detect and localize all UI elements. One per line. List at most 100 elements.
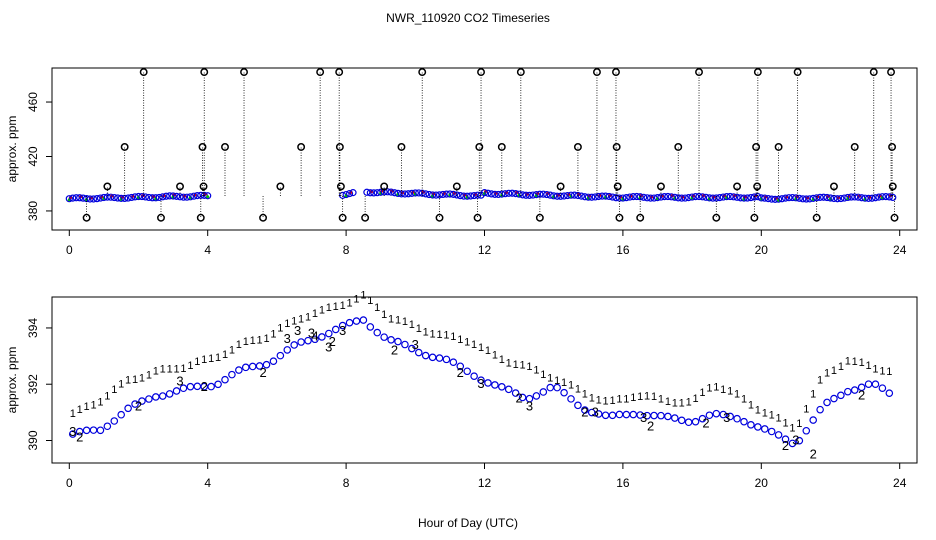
baseline-point: [411, 189, 419, 197]
blue-circle-marker: [324, 329, 333, 338]
red-1-marker: 1: [782, 417, 788, 429]
outlier-point: [477, 68, 485, 77]
red-1-marker: 1: [519, 360, 525, 372]
outlier-point: [297, 143, 306, 151]
top-plot-frame: [51, 67, 918, 231]
baseline-point: [518, 191, 527, 199]
baseline-point: [723, 193, 731, 201]
outlier-point: [361, 213, 370, 222]
baseline-point: [522, 191, 530, 199]
outlier-point: [473, 213, 482, 222]
baseline-point: [86, 195, 94, 203]
red-1-marker: 1: [485, 345, 491, 357]
blue-circle-marker: [608, 411, 617, 420]
blue-circle-marker: [871, 380, 880, 389]
baseline-point: [768, 195, 776, 203]
outlier-point: [475, 143, 484, 151]
baseline-point: [162, 192, 170, 200]
x-tick-label: 4: [204, 476, 211, 490]
outlier-point: [657, 182, 665, 191]
digit-3-marker: 3: [308, 326, 315, 341]
baseline-point: [671, 193, 679, 201]
x-tick-label: 20: [755, 243, 769, 257]
red-1-marker: 1: [139, 373, 145, 385]
outlier-point: [636, 213, 645, 222]
blue-circle-marker: [145, 395, 153, 403]
digit-2-marker: 2: [391, 342, 398, 357]
baseline-point: [567, 191, 575, 199]
red-1-marker: 1: [513, 359, 519, 371]
red-1-marker: 1: [713, 381, 719, 393]
baseline-point: [501, 190, 509, 198]
blue-circle-marker: [809, 416, 818, 424]
baseline-point: [498, 190, 506, 198]
red-1-marker: 1: [471, 339, 477, 351]
blue-circle-marker: [691, 417, 700, 426]
y-tick-label: 392: [26, 374, 40, 394]
blue-circle-marker: [733, 414, 741, 423]
red-1-marker: 1: [270, 328, 276, 340]
baseline-point: [422, 190, 430, 198]
blue-circle-marker: [684, 418, 693, 427]
baseline-point: [705, 194, 714, 202]
blue-circle-marker: [165, 390, 174, 398]
blue-circle-marker: [352, 317, 361, 325]
blue-circle-marker: [615, 410, 624, 419]
red-1-marker: 1: [84, 401, 90, 413]
x-tick-label: 16: [616, 476, 630, 490]
outlier-point: [850, 143, 859, 151]
blue-circle-marker: [511, 389, 520, 397]
blue-circle-marker: [304, 336, 312, 345]
blue-circle-marker: [878, 384, 887, 392]
blue-circle-marker: [850, 386, 859, 394]
digit-4-marker: 4: [311, 328, 318, 343]
baseline-point: [716, 194, 724, 202]
blue-circle-marker: [110, 417, 119, 425]
red-1-marker: 1: [381, 309, 387, 321]
baseline-point: [795, 194, 803, 202]
baseline-point: [764, 195, 772, 203]
outlier-point: [316, 68, 325, 77]
blue-circle-marker: [138, 397, 146, 405]
digit-2-marker: 2: [259, 365, 266, 380]
outlier-point: [418, 68, 427, 77]
top-panel: 0 4 8 12 16 20 24 380 420 460 approx. ppm: [5, 67, 918, 257]
outlier-point: [380, 182, 389, 191]
baseline-point: [93, 195, 101, 203]
blue-circle-marker: [318, 333, 326, 341]
red-1-marker: 1: [817, 375, 823, 387]
blue-circle-marker: [497, 383, 506, 391]
outlier-point: [196, 213, 205, 222]
baseline-point: [401, 190, 409, 198]
red-1-marker: 1: [762, 407, 768, 419]
red-1-marker: 1: [824, 367, 830, 379]
blue-circle-marker: [560, 388, 568, 397]
red-1-marker: 1: [160, 364, 166, 376]
red-1-marker: 1: [568, 380, 574, 392]
baseline-point: [429, 191, 437, 199]
baseline-green-point: [206, 195, 210, 199]
baseline-point: [695, 192, 703, 201]
digit-2-marker: 2: [515, 390, 522, 405]
red-1-marker: 1: [187, 360, 193, 372]
baseline-point: [688, 193, 696, 201]
outlier-point: [753, 68, 762, 77]
outlier-point: [176, 182, 184, 191]
y-tick-label: 380: [26, 201, 40, 221]
baseline-point: [636, 193, 644, 201]
red-1-marker: 1: [215, 352, 221, 364]
red-1-marker: 1: [865, 360, 871, 372]
baseline-point: [366, 189, 374, 197]
blue-circle-marker: [574, 401, 582, 410]
blue-circle-marker: [345, 318, 354, 327]
outlier-point: [276, 182, 285, 191]
red-1-marker: 1: [353, 293, 359, 305]
outlier-point: [593, 68, 601, 77]
baseline-point: [702, 193, 710, 201]
digit-2-marker: 2: [76, 430, 83, 445]
x-tick-label: 12: [478, 476, 492, 490]
baseline-point: [439, 190, 447, 199]
baseline-point: [453, 191, 461, 199]
baseline-point: [640, 193, 648, 201]
